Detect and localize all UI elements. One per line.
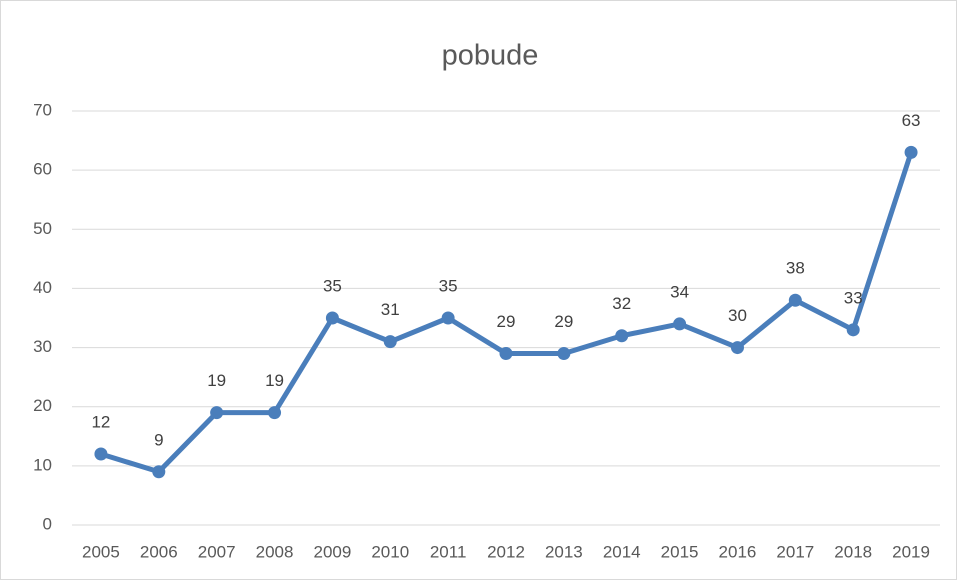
y-tick-label: 50: [33, 219, 52, 238]
x-tick-label: 2005: [82, 542, 120, 561]
data-point: [788, 293, 802, 307]
value-label: 19: [207, 371, 226, 390]
data-point: [441, 311, 455, 325]
data-point: [615, 329, 629, 343]
x-tick-label: 2007: [198, 542, 236, 561]
value-label: 31: [381, 300, 400, 319]
value-label: 63: [902, 111, 921, 130]
y-tick-label: 30: [33, 337, 52, 356]
value-label: 30: [728, 306, 747, 325]
value-label: 38: [786, 259, 805, 278]
y-tick-label: 0: [43, 514, 52, 533]
data-point: [383, 335, 397, 349]
x-tick-label: 2018: [834, 542, 872, 561]
y-tick-label: 40: [33, 278, 52, 297]
value-label: 35: [439, 276, 458, 295]
data-point: [268, 406, 282, 420]
x-tick-label: 2006: [140, 542, 178, 561]
value-label: 35: [323, 276, 342, 295]
x-tick-label: 2010: [371, 542, 409, 561]
y-tick-label: 70: [33, 100, 52, 119]
x-tick-label: 2017: [776, 542, 814, 561]
data-point: [152, 465, 166, 479]
value-label: 29: [554, 312, 573, 331]
x-tick-label: 2016: [719, 542, 757, 561]
data-point: [325, 311, 339, 325]
x-tick-label: 2014: [603, 542, 641, 561]
data-point: [499, 346, 513, 360]
data-point: [846, 323, 860, 337]
y-tick-label: 10: [33, 455, 52, 474]
value-label: 32: [612, 294, 631, 313]
data-point: [94, 447, 108, 461]
data-point: [673, 317, 687, 331]
y-tick-label: 20: [33, 396, 52, 415]
data-point: [557, 346, 571, 360]
chart-title: pobude: [442, 40, 539, 72]
x-tick-label: 2015: [661, 542, 699, 561]
x-tick-label: 2012: [487, 542, 525, 561]
data-point: [210, 406, 224, 420]
value-label: 12: [91, 413, 110, 432]
x-tick-label: 2008: [256, 542, 294, 561]
x-tick-label: 2009: [313, 542, 351, 561]
value-label: 33: [844, 288, 863, 307]
data-point: [730, 341, 744, 355]
value-label: 34: [670, 282, 689, 301]
value-label: 19: [265, 371, 284, 390]
x-tick-label: 2019: [892, 542, 930, 561]
y-tick-label: 60: [33, 160, 52, 179]
x-tick-label: 2013: [545, 542, 583, 561]
x-tick-label: 2011: [430, 542, 467, 561]
value-label: 29: [497, 312, 516, 331]
data-point: [904, 145, 918, 159]
value-label: 9: [154, 430, 163, 449]
